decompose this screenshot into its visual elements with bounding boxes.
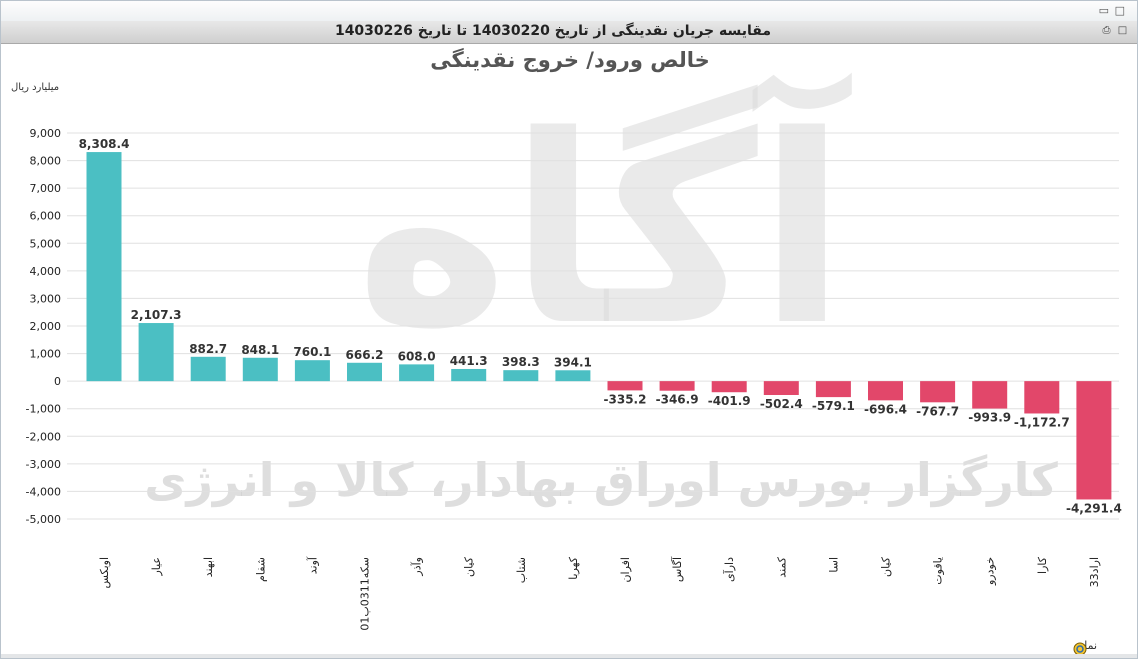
bar[interactable] (815, 381, 851, 398)
bar[interactable] (242, 357, 278, 382)
bars (86, 152, 1112, 500)
printer-icon[interactable]: ⎙ (1102, 25, 1111, 36)
x-tick-label: افران (619, 557, 632, 583)
bar-value-label: -696.4 (864, 402, 907, 416)
window-title: مقایسه جریان نقدینگی از تاریخ 14030220 ت… (334, 23, 771, 39)
x-tick-label: خودرو (984, 557, 997, 586)
y-tick-label: -1,000 (26, 403, 61, 416)
bar-value-label: -993.9 (968, 411, 1011, 425)
bar[interactable] (86, 152, 122, 382)
y-tick-label: 0 (54, 375, 61, 388)
x-tick-label: آگاس (670, 556, 684, 582)
y-tick-label: -5,000 (26, 513, 61, 526)
bar[interactable] (190, 356, 226, 382)
watermark-text: کارگزار بورس اوراق بهادار، کالا و انرژی (144, 453, 1058, 507)
bottom-scroll-strip (1, 654, 1137, 658)
bar-value-label: 8,308.4 (79, 137, 130, 151)
bar[interactable] (347, 362, 382, 382)
bar-value-label: 666.2 (346, 348, 384, 362)
x-tick-label: شتاب (515, 557, 528, 583)
maximize-icon[interactable]: □ (1114, 4, 1125, 17)
x-tick-label: دارآی (722, 557, 736, 582)
y-tick-label: 1,000 (30, 348, 62, 361)
bar[interactable] (1024, 381, 1060, 414)
x-tick-label: اراد33 (1088, 557, 1101, 587)
x-tick-label: کارا (1036, 556, 1049, 574)
x-tick-label: ابهند (202, 557, 215, 577)
y-tick-label: 7,000 (30, 182, 62, 195)
x-tick-label: آوند (305, 556, 319, 574)
bar-value-label: -4,291.4 (1066, 501, 1122, 515)
bar-value-label: 608.0 (398, 349, 436, 363)
y-tick-label: 9,000 (30, 127, 62, 140)
y-tick-label: 2,000 (30, 320, 62, 333)
bar[interactable] (138, 323, 174, 382)
y-tick-label: 8,000 (30, 155, 62, 168)
bar-value-label: 882.7 (189, 342, 227, 356)
bar-value-label: 848.1 (241, 343, 279, 357)
bar[interactable] (607, 381, 643, 391)
x-tick-label: کیان (880, 556, 893, 577)
y-tick-label: 6,000 (30, 210, 62, 223)
x-tick-label: عیار (150, 557, 163, 577)
watermark-logo: آگاه (355, 69, 855, 383)
y-tick-label: -2,000 (26, 430, 61, 443)
bar-value-label: -1,172.7 (1014, 415, 1070, 429)
chart-title: خالص ورود/ خروج نقدینگی (430, 48, 710, 72)
bar[interactable] (1076, 381, 1112, 500)
bar-value-label: -579.1 (812, 399, 855, 413)
bar[interactable] (868, 381, 903, 401)
bar-value-label: -401.9 (708, 394, 751, 408)
bar[interactable] (294, 360, 330, 382)
x-tick-label: کمند (775, 556, 788, 577)
x-tick-label: اوبکس (98, 557, 111, 589)
bar[interactable] (711, 381, 747, 393)
x-tick-label: سکه0311ب01 (359, 557, 372, 631)
bar[interactable] (503, 370, 539, 382)
y-axis-unit: میلیارد ریال (11, 82, 60, 93)
bar-value-label: 760.1 (293, 345, 331, 359)
bar[interactable] (763, 381, 799, 395)
y-tick-label: -3,000 (26, 458, 61, 471)
minimize-icon[interactable]: ▭ (1098, 4, 1109, 17)
y-axis-ticks: 9,000 8,000 7,000 6,000 5,000 4,000 3,000 2,000… (26, 127, 61, 526)
bar-value-label: -502.4 (760, 397, 803, 411)
bar-value-label: -335.2 (604, 392, 647, 406)
watermark: آگاه کارگزار بورس اوراق بهادار، کالا و ا… (144, 69, 1058, 507)
x-axis-ticks: اوبکس عیار ابهند شفام آوند سکه0311ب01 وآذر کیان… (98, 556, 1101, 631)
bar-value-label: 2,107.3 (131, 308, 182, 322)
x-tick-label: وآذر (410, 557, 424, 577)
grid (67, 132, 1119, 520)
bar-value-label: 398.3 (502, 355, 540, 369)
bar[interactable] (659, 381, 695, 391)
x-tick-label: اسا (827, 557, 840, 573)
y-tick-label: 4,000 (30, 265, 62, 278)
bar[interactable] (555, 370, 591, 382)
bar-value-label: 394.1 (554, 355, 592, 369)
bar-value-labels: 8,308.4 2,107.3 882.7 848.1 760.1 666.2 608.0 4… (79, 137, 1122, 515)
bar-value-label: -346.9 (656, 393, 699, 407)
bar[interactable] (451, 368, 487, 382)
bar[interactable] (972, 381, 1008, 409)
y-tick-label: 3,000 (30, 292, 62, 305)
bar-value-label: 441.3 (450, 354, 488, 368)
y-tick-label: -4,000 (26, 485, 61, 498)
x-tick-label: یاقوت (932, 557, 945, 585)
chart-header-bar: مقایسه جریان نقدینگی از تاریخ 14030220 ت… (1, 21, 1137, 44)
x-tick-label: کهربا (567, 556, 580, 580)
bar[interactable] (920, 381, 956, 403)
bar-value-label: -767.7 (916, 404, 959, 418)
x-tick-label: شفام (254, 557, 267, 582)
expand-icon[interactable]: □ (1117, 25, 1128, 36)
bar[interactable] (399, 364, 435, 382)
y-tick-label: 5,000 (30, 237, 62, 250)
x-tick-label: کیان (463, 556, 476, 577)
